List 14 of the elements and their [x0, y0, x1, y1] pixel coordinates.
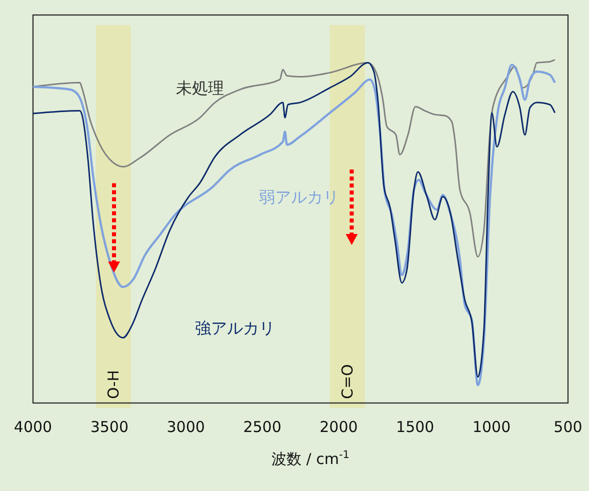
x-tick-label: 1500 [396, 418, 434, 436]
x-tick-label: 2500 [243, 418, 282, 436]
band-label: C=O [338, 364, 356, 399]
series-label: 未処理 [176, 78, 224, 98]
x-tick-label: 500 [554, 418, 582, 436]
x-tick-label: 4000 [14, 418, 52, 436]
series-label: 弱アルカリ [259, 187, 340, 206]
x-axis-title: 波数 / cm$^{-1}$ [272, 449, 350, 468]
x-tick-label: 3500 [90, 418, 129, 436]
band-label: O-H [104, 370, 122, 399]
x-tick-label: 2000 [320, 418, 358, 436]
x-tick-label: 3000 [166, 418, 205, 436]
text: 強アルカリ [195, 318, 276, 338]
x-tick-label: 1000 [472, 418, 511, 436]
